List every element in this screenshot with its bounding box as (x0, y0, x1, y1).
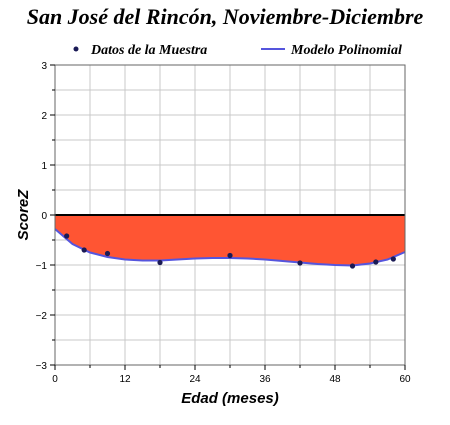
legend-label-points: Datos de la Muestra (90, 43, 207, 58)
y-axis-label: ScoreZ (15, 189, 32, 241)
data-point (297, 260, 303, 266)
x-tick-label: 48 (329, 374, 341, 385)
x-tick-label: 12 (119, 374, 131, 385)
data-point (390, 256, 396, 262)
model-fill-area (55, 215, 405, 266)
data-point (373, 259, 379, 265)
x-tick-label: 24 (189, 374, 201, 385)
y-tick-label: 1 (41, 161, 47, 172)
y-tick-label: −1 (36, 261, 48, 272)
x-tick-label: 0 (52, 374, 58, 385)
y-tick-label: −3 (36, 361, 48, 372)
x-tick-label: 60 (399, 374, 411, 385)
data-point (64, 233, 70, 239)
chart-title: San José del Rincón, Noviembre-Diciembre (27, 4, 424, 29)
legend-marker-points (73, 46, 79, 52)
data-point (157, 259, 163, 266)
y-tick-label: 0 (41, 211, 47, 222)
legend: Datos de la Muestra Modelo Polinomial (73, 43, 402, 58)
legend-label-line: Modelo Polinomial (290, 43, 402, 58)
x-axis-label: Edad (meses) (181, 390, 279, 407)
data-point (227, 252, 233, 259)
x-tick-label: 36 (259, 374, 271, 385)
y-tick-label: 2 (41, 111, 47, 122)
y-tick-label: 3 (41, 61, 47, 72)
y-tick-label: −2 (36, 311, 48, 322)
data-point (349, 263, 356, 269)
data-point (104, 250, 111, 257)
data-point (81, 247, 87, 253)
